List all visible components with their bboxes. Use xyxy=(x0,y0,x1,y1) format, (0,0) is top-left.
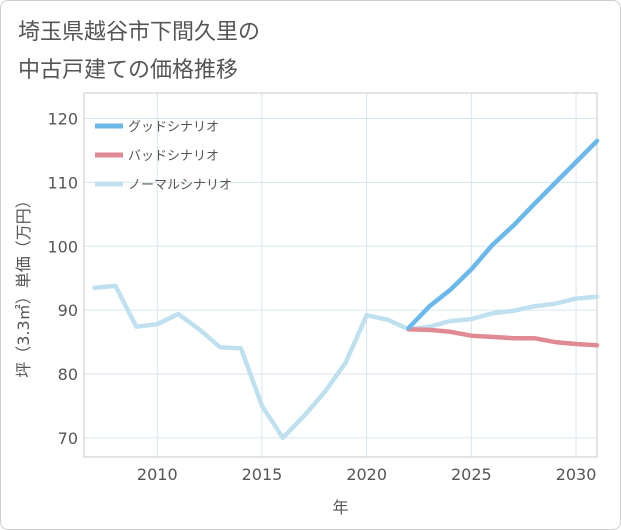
legend-label-0: グッドシナリオ xyxy=(128,120,219,135)
y-axis-label: 坪（3.3㎡）単価（万円） xyxy=(14,192,33,377)
y-tick-label: 120 xyxy=(47,110,78,129)
series-line-2 xyxy=(92,283,600,441)
legend-label-2: ノーマルシナリオ xyxy=(128,178,232,193)
y-tick-label: 80 xyxy=(58,365,78,384)
tick-labels: 2010 2015 2020 2025 2030 70 80 90 100 110 120 xyxy=(47,110,596,484)
x-tick-label: 2015 xyxy=(242,465,283,484)
plot-frame xyxy=(83,92,598,458)
legend-label-1: バッドシナリオ xyxy=(128,149,219,164)
chart-title-line-2: 中古戸建ての価格推移 xyxy=(18,58,239,83)
y-tick-label: 100 xyxy=(47,237,78,256)
y-tick-label: 90 xyxy=(58,301,78,320)
x-tick-label: 2025 xyxy=(451,465,492,484)
grid xyxy=(84,93,597,457)
chart-title: 埼玉県越谷市下間久里の 中古戸建ての価格推移 xyxy=(18,14,260,90)
y-tick-label: 70 xyxy=(58,429,78,448)
x-tick-label: 2020 xyxy=(346,465,387,484)
chart-title-line-1: 埼玉県越谷市下間久里の xyxy=(18,20,261,45)
y-tick-label: 110 xyxy=(47,173,78,192)
x-tick-label: 2010 xyxy=(137,465,178,484)
series-line-0 xyxy=(406,138,600,331)
series-layer xyxy=(92,138,600,441)
x-axis-label: 年 xyxy=(332,498,348,517)
series-line-1 xyxy=(406,327,600,348)
x-tick-label: 2030 xyxy=(556,465,597,484)
